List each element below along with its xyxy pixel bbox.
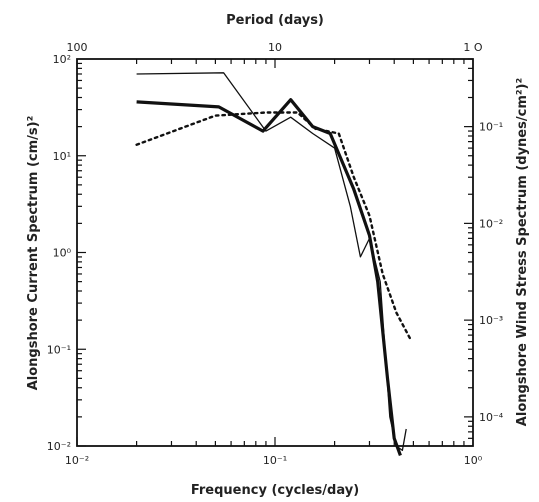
axis-ticks (76, 58, 473, 447)
top-tick-label: 100 (67, 41, 88, 54)
y-tick-label: 10² (53, 53, 71, 66)
right-tick-label: 10⁻⁴ (479, 411, 504, 424)
right-axis-title: Alongshore Wind Stress Spectrum (dynes/c… (515, 78, 530, 426)
series-line-thin (136, 72, 407, 452)
y-tick-label: 10⁻¹ (47, 343, 71, 356)
top-axis-title: Period (days) (226, 13, 324, 28)
y-tick-label: 10⁻² (47, 440, 71, 453)
x-tick-label: 10⁻¹ (263, 454, 287, 467)
y-axis-title: Alongshore Current Spectrum (cm/s)² (26, 116, 41, 391)
plot-lines (135, 72, 412, 456)
y-tick-label: 10¹ (53, 150, 71, 163)
top-tick-label: 1 O (463, 41, 482, 54)
tick-labels: 10⁻² 10⁻¹ 10⁰ 10² 10¹ 10⁰ 10⁻¹ 10⁻² 100 10 1 O 10⁻¹… (47, 41, 504, 467)
top-tick-label: 10 (268, 41, 282, 54)
y-tick-label: 10⁰ (53, 247, 72, 260)
series-line-thick (136, 98, 402, 456)
right-tick-label: 10⁻² (479, 217, 503, 230)
x-tick-label: 10⁻² (65, 454, 89, 467)
series-line-dotted (135, 111, 412, 340)
right-tick-label: 10⁻³ (479, 314, 503, 327)
x-tick-label: 10⁰ (464, 454, 483, 467)
x-axis-title: Frequency (cycles/day) (191, 483, 359, 498)
right-tick-label: 10⁻¹ (479, 121, 503, 134)
